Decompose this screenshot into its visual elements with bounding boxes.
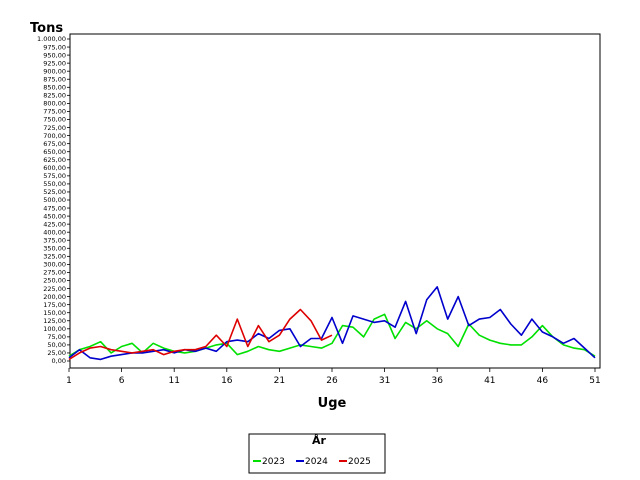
legend-title: År (312, 434, 327, 447)
y-tick-label: 850,00 (43, 84, 66, 92)
y-tick-label: 275,00 (43, 269, 66, 277)
y-tick-label: 550,00 (43, 180, 66, 188)
y-tick-label: 925,00 (43, 59, 66, 67)
y-tick-label: 100,00 (43, 325, 66, 333)
y-tick-label: 225,00 (43, 285, 66, 293)
x-tick-label: 1 (66, 376, 72, 386)
y-tick-label: 725,00 (43, 124, 66, 132)
y-tick-label: 50,00 (47, 341, 66, 349)
y-tick-label: 0,00 (52, 357, 66, 365)
x-tick-label: 46 (537, 376, 549, 386)
y-tick-label: 950,00 (43, 51, 66, 59)
y-tick-label: 800,00 (43, 100, 66, 108)
x-tick-label: 11 (168, 376, 179, 386)
legend-label-2023: 2023 (262, 457, 285, 467)
y-tick-label: 500,00 (43, 196, 66, 204)
x-tick-label: 51 (589, 376, 600, 386)
y-tick-label: 25,00 (47, 349, 66, 357)
y-tick-label: 325,00 (43, 253, 66, 261)
legend: År 2023 2024 2025 (248, 433, 386, 474)
legend-label-2024: 2024 (305, 457, 328, 467)
x-tick-label: 31 (379, 376, 390, 386)
y-tick-label: 250,00 (43, 277, 66, 285)
series-line-2023 (68, 313, 596, 357)
y-tick-label: 825,00 (43, 92, 66, 100)
x-tick-label: 16 (221, 376, 233, 386)
legend-label-2025: 2025 (348, 457, 371, 467)
y-tick-label: 450,00 (43, 212, 66, 220)
y-tick-label: 900,00 (43, 67, 66, 75)
y-tick-label: 150,00 (43, 309, 66, 317)
legend-box (248, 433, 386, 474)
x-axis-title: Uge (318, 396, 347, 411)
series-line-2025 (68, 308, 333, 361)
y-tick-label: 675,00 (43, 140, 66, 148)
y-tick-label: 75,00 (47, 333, 66, 341)
y-tick-label: 625,00 (43, 156, 66, 164)
x-tick-label: 41 (484, 376, 495, 386)
y-axis-title: Tons (30, 21, 63, 36)
x-tick-label: 36 (431, 376, 443, 386)
y-tick-label: 525,00 (43, 188, 66, 196)
y-tick-label: 175,00 (43, 301, 66, 309)
y-tick-label: 975,00 (43, 43, 66, 51)
y-tick-label: 400,00 (43, 228, 66, 236)
x-tick-label: 6 (119, 376, 125, 386)
y-tick-label: 375,00 (43, 236, 66, 244)
y-tick-label: 200,00 (43, 293, 66, 301)
y-tick-label: 600,00 (43, 164, 66, 172)
plot-area (69, 33, 601, 369)
y-tick-label: 575,00 (43, 172, 66, 180)
x-tick-label: 26 (326, 376, 338, 386)
y-tick-label: 650,00 (43, 148, 66, 156)
y-tick-label: 875,00 (43, 75, 66, 83)
y-tick-label: 475,00 (43, 204, 66, 212)
y-tick-label: 775,00 (43, 108, 66, 116)
x-tick-label: 21 (274, 376, 285, 386)
y-tick-label: 125,00 (43, 317, 66, 325)
y-tick-label: 700,00 (43, 132, 66, 140)
y-tick-label: 350,00 (43, 245, 66, 253)
y-tick-label: 300,00 (43, 261, 66, 269)
y-tick-label: 750,00 (43, 116, 66, 124)
y-tick-label: 1.000,00 (37, 35, 66, 43)
y-tick-label: 425,00 (43, 220, 66, 228)
